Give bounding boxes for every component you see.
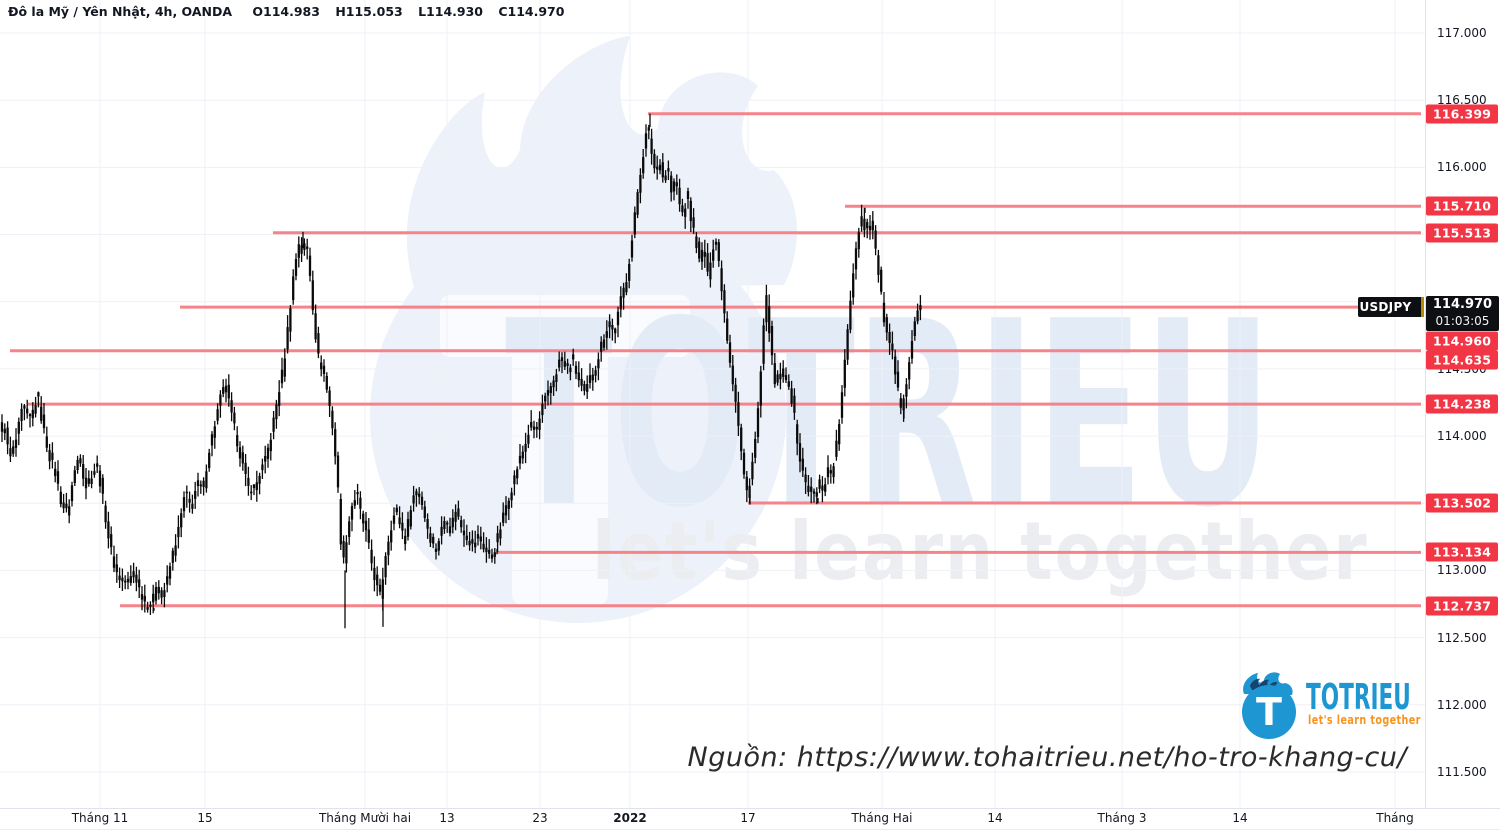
chart-plot-area[interactable] <box>0 0 1425 808</box>
logo-tagline-text: let's learn together <box>1308 713 1421 727</box>
level-price-label-115.513[interactable]: 115.513 <box>1426 223 1498 243</box>
logo-brand-text: TOTRIEU <box>1306 677 1411 718</box>
symbol-title: Đô la Mỹ / Yên Nhật, 4h, OANDA <box>8 4 233 19</box>
level-price-label-112.737[interactable]: 112.737 <box>1426 596 1498 616</box>
current-symbol-tag: USDJPY <box>1358 297 1413 317</box>
watermark-flame-icon <box>370 36 798 623</box>
price-axis[interactable]: 114.970 01:03:05 117.000 116.500 116.000 11… <box>1425 0 1500 808</box>
time-axis-label: Tháng <box>1376 811 1414 825</box>
level-price-label-114.635[interactable]: 114.635 <box>1426 350 1498 370</box>
level-price-label-114.238[interactable]: 114.238 <box>1426 394 1498 414</box>
current-price-axis-label: 114.970 01:03:05 <box>1426 296 1499 331</box>
bar-countdown: 01:03:05 <box>1435 314 1490 328</box>
time-axis-label: Tháng 3 <box>1097 811 1147 825</box>
price-axis-label-113.000: 113.000 <box>1437 563 1487 578</box>
level-price-label-115.710[interactable]: 115.710 <box>1426 196 1498 216</box>
time-axis-label: 14 <box>987 811 1003 825</box>
price-axis-label-112.500: 112.500 <box>1437 630 1487 645</box>
candlestick-series <box>0 113 922 629</box>
ohlc-low: L114.930 <box>418 4 483 19</box>
time-axis-label: Tháng Mười hai <box>318 811 412 825</box>
time-axis-label: Tháng Hai <box>851 811 913 825</box>
price-axis-label-111.500: 111.500 <box>1437 765 1487 779</box>
level-price-label-113.502[interactable]: 113.502 <box>1426 493 1498 513</box>
time-axis-label: 14 <box>1232 811 1248 825</box>
logo-initial: T <box>1256 690 1282 734</box>
source-note: Nguồn: https://www.tohaitrieu.net/ho-tro… <box>687 742 1407 773</box>
price-axis-label-112.000: 112.000 <box>1437 697 1487 712</box>
price-axis-label-117.000: 117.000 <box>1437 26 1487 40</box>
time-axis-label: 2022 <box>613 811 647 825</box>
time-axis-label: 17 <box>740 811 756 825</box>
time-axis-label: Tháng 11 <box>71 811 129 825</box>
price-axis-label-114.000: 114.000 <box>1437 429 1487 444</box>
watermark-brand-text: TOTRIEU <box>505 267 1273 564</box>
time-axis-label: 23 <box>532 811 548 825</box>
level-price-label-116.399[interactable]: 116.399 <box>1426 104 1498 124</box>
totrieu-logo-icon: T <box>1242 672 1296 739</box>
current-price-value: 114.970 <box>1432 297 1493 312</box>
symbol-legend[interactable]: Đô la Mỹ / Yên Nhật, 4h, OANDA O114.983 … <box>8 4 564 19</box>
time-axis-label: 13 <box>439 811 455 825</box>
ohlc-close: C114.970 <box>498 4 565 19</box>
level-price-label-113.134[interactable]: 113.134 <box>1426 542 1498 562</box>
time-axis-label: 15 <box>197 811 213 825</box>
price-axis-label-116.500: 116.500 <box>1437 93 1487 108</box>
ohlc-open: O114.983 <box>252 4 320 19</box>
price-axis-label-116.000: 116.000 <box>1437 160 1487 175</box>
ohlc-high: H115.053 <box>335 4 403 19</box>
time-axis[interactable]: Tháng 11 15 Tháng Mười hai 13 23 2022 17 Tháng … <box>0 808 1500 830</box>
level-price-label-114.960[interactable]: 114.960 <box>1426 331 1498 351</box>
support-resistance-lines[interactable] <box>10 112 1421 608</box>
current-price-tick <box>1413 297 1424 317</box>
totrieu-logo: T TOTRIEU let's learn together <box>1236 672 1420 740</box>
